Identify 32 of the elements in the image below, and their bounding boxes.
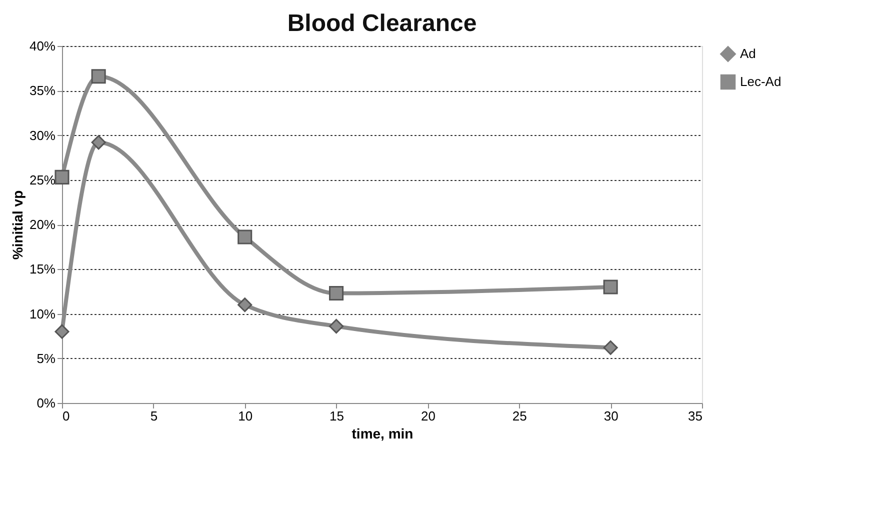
y-tick-label: 25%	[29, 172, 56, 188]
legend-label: Lec-Ad	[740, 74, 782, 89]
y-tick-label: 40%	[29, 38, 56, 54]
point	[603, 280, 618, 294]
y-tick-label: 20%	[29, 217, 56, 232]
point	[603, 340, 618, 355]
x-tick-label: 10	[238, 408, 253, 424]
point	[238, 230, 252, 244]
point	[54, 170, 70, 184]
y-tick-label: 5%	[36, 350, 56, 366]
point	[91, 69, 106, 84]
y-tick-label: 15%	[29, 262, 56, 277]
y-tick-label: 30%	[29, 128, 56, 143]
point	[54, 324, 70, 339]
x-tick-label: 20	[420, 408, 436, 424]
legend-label: Ad	[740, 46, 756, 61]
x-tick-label: 5	[150, 408, 158, 424]
y-tick-label: 35%	[29, 83, 56, 98]
x-tick-label: 35	[688, 408, 702, 424]
x-tick-label: 0	[62, 408, 70, 424]
point	[329, 286, 344, 300]
y-axis-title: %initial vp	[9, 190, 26, 260]
x-tick-label: 15	[330, 408, 344, 424]
y-tick-label: 10%	[29, 306, 56, 322]
point	[329, 318, 344, 334]
point	[91, 135, 106, 150]
y-tick-label: 0%	[36, 396, 56, 410]
x-axis-title: time, min	[352, 426, 414, 442]
chart-title: Blood Clearance	[287, 10, 477, 37]
x-tick-label: 30	[604, 408, 618, 424]
point	[238, 298, 252, 312]
x-tick-label: 25	[512, 408, 527, 424]
